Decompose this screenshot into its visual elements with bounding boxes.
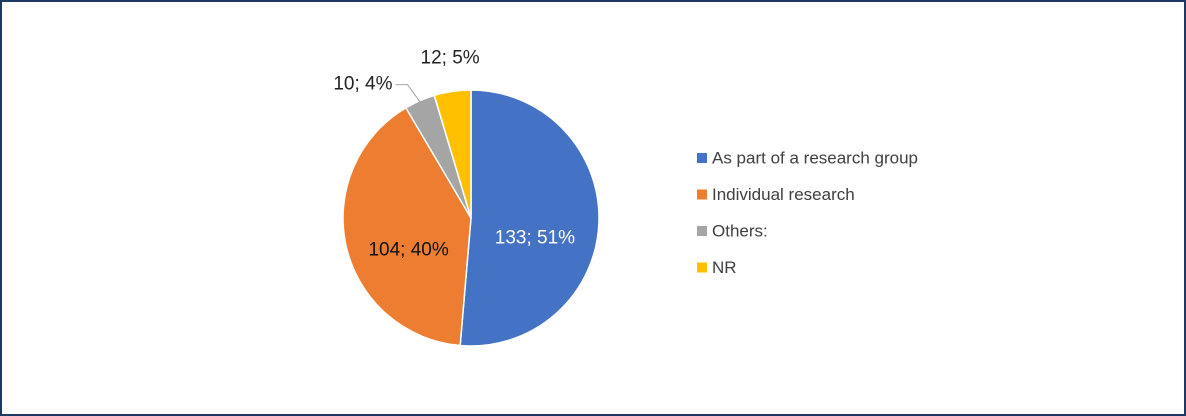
data-label: 12; 5% xyxy=(421,48,480,69)
legend-label: Individual research xyxy=(712,185,855,204)
leader-line xyxy=(395,84,421,103)
data-label: 10; 4% xyxy=(333,74,392,95)
legend-swatch xyxy=(697,226,707,236)
legend-label: Others: xyxy=(712,221,768,240)
data-label: 133; 51% xyxy=(495,228,575,249)
pie-slice xyxy=(342,106,472,347)
legend-swatch xyxy=(697,262,707,273)
legend-label: NR xyxy=(712,258,737,277)
pie-slice xyxy=(459,89,600,347)
legend-label: As part of a research group xyxy=(712,148,918,167)
data-label: 104; 40% xyxy=(368,239,448,260)
legend-swatch xyxy=(697,153,707,163)
pie-slice xyxy=(433,89,472,219)
legend-swatch xyxy=(697,189,707,200)
